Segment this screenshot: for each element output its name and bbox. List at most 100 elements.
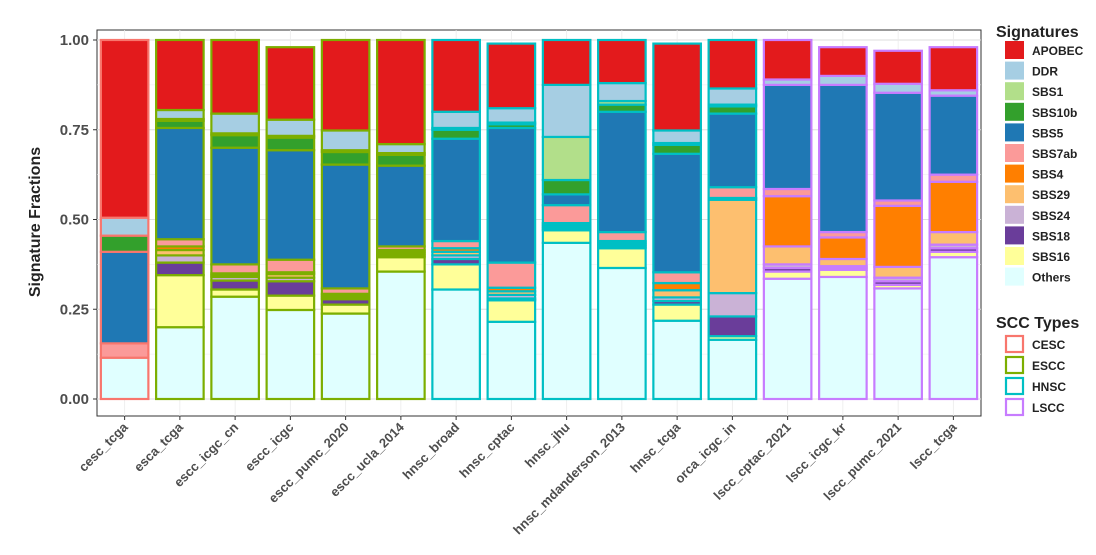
bar-segment-ddr xyxy=(486,107,537,124)
bar-segment-apobec xyxy=(541,38,592,86)
bar-segment-sbs5 xyxy=(707,112,758,189)
bar-segment-sbs29 xyxy=(707,198,758,295)
bar-segment-others xyxy=(320,312,371,401)
legend-swatch xyxy=(1005,41,1024,59)
legend-swatch xyxy=(1005,102,1024,121)
scc-types-legend: SCC Types CESC ESCC HNSC LSCC xyxy=(996,315,1079,417)
bar-lscc_tcga xyxy=(928,46,979,401)
bar-segment-others xyxy=(597,266,647,401)
bar-segment-ddr xyxy=(155,108,205,121)
bar-segment-apobec xyxy=(818,46,868,77)
y-tick-label: 1.00 xyxy=(60,32,89,49)
legend-swatch xyxy=(1005,226,1024,245)
bar-segment-sbs10b xyxy=(541,178,592,196)
bar-segment-sbs10b xyxy=(99,234,150,253)
bar-segment-ddr xyxy=(541,83,592,139)
y-axis-label: Signature Fractions xyxy=(27,147,44,297)
bars xyxy=(99,38,979,401)
legend-swatch xyxy=(1005,82,1024,101)
bar-segment-sbs16 xyxy=(155,274,205,329)
bar-segment-ddr xyxy=(431,110,481,130)
legend-title: Signatures xyxy=(996,24,1079,41)
x-tick-label: lscc_tcga xyxy=(907,419,960,472)
bar-segment-sbs16 xyxy=(431,263,481,291)
bar-segment-sbs5 xyxy=(210,146,260,266)
legend-label: HNSC xyxy=(1032,380,1066,394)
bar-escc_pumc_2020 xyxy=(320,38,371,401)
bar-segment-sbs5 xyxy=(376,164,426,248)
legend-label: Others xyxy=(1032,271,1071,285)
bar-segment-others xyxy=(873,287,923,401)
bar-segment-sbs1 xyxy=(541,135,592,182)
x-tick-label: hnsc_broad xyxy=(400,419,463,482)
bar-segment-sbs7ab xyxy=(541,204,592,225)
bar-segment-sbs5 xyxy=(762,83,813,191)
legend-label: SBS4 xyxy=(1032,168,1064,182)
bar-segment-sbs16 xyxy=(541,229,592,244)
bar-segment-sbs5 xyxy=(652,152,702,274)
bar-segment-others xyxy=(99,356,150,401)
y-axis: 0.00 0.25 0.50 0.75 1.00 xyxy=(60,32,97,408)
bar-segment-ddr xyxy=(873,82,923,94)
bar-segment-apobec xyxy=(99,38,150,219)
bar-hnsc_tcga xyxy=(652,42,702,401)
bar-segment-others xyxy=(541,241,592,401)
bar-escc_icgc xyxy=(265,46,316,401)
bar-segment-sbs29 xyxy=(928,230,979,246)
bar-segment-sbs18 xyxy=(210,279,260,291)
legend-swatch xyxy=(1005,123,1024,142)
y-tick-label: 0.25 xyxy=(60,301,89,318)
bar-segment-apobec xyxy=(762,38,813,81)
bar-segment-apobec xyxy=(431,38,481,113)
bar-segment-others xyxy=(818,275,868,401)
bar-segment-others xyxy=(155,326,205,401)
bar-segment-sbs4 xyxy=(873,204,923,268)
bar-segment-ddr xyxy=(210,112,260,135)
legend-swatch xyxy=(1004,355,1025,375)
bar-segment-others xyxy=(376,270,426,401)
bar-segment-sbs5 xyxy=(99,250,150,345)
bar-segment-others xyxy=(486,320,537,401)
x-tick-label: hnsc_mdanderson_2013 xyxy=(510,420,628,538)
bar-segment-sbs29 xyxy=(873,265,923,279)
bar-segment-sbs5 xyxy=(928,94,979,176)
bar-segment-sbs4 xyxy=(762,195,813,248)
bar-segment-apobec xyxy=(707,38,758,90)
legend-swatch xyxy=(1005,185,1024,204)
bar-segment-sbs18 xyxy=(707,315,758,338)
bar-segment-ddr xyxy=(652,129,702,145)
bar-segment-sbs5 xyxy=(155,126,205,241)
bar-segment-ddr xyxy=(597,81,647,103)
legend-swatch xyxy=(1005,144,1024,162)
bar-segment-others xyxy=(265,308,316,401)
bar-segment-others xyxy=(431,288,481,401)
bar-hnsc_cptac xyxy=(486,42,537,401)
bar-segment-sbs4 xyxy=(818,236,868,261)
bar-segment-apobec xyxy=(597,38,647,85)
legend-label: SBS10b xyxy=(1032,106,1077,120)
bar-segment-ddr xyxy=(818,74,868,86)
bar-segment-apobec xyxy=(486,42,537,110)
bar-segment-sbs7ab xyxy=(210,263,260,275)
bar-segment-others xyxy=(210,295,260,401)
bar-segment-sbs10b xyxy=(210,134,260,149)
bar-lscc_pumc_2021 xyxy=(873,49,923,401)
bar-segment-sbs16 xyxy=(320,303,371,315)
bar-segment-others xyxy=(762,277,813,401)
legend-label: ESCC xyxy=(1032,359,1066,373)
bar-segment-sbs16 xyxy=(486,299,537,323)
bar-segment-sbs10b xyxy=(652,143,702,155)
bar-segment-ddr xyxy=(320,129,371,152)
bar-segment-sbs7ab xyxy=(597,230,647,243)
bar-segment-ddr xyxy=(265,118,316,137)
bar-segment-sbs24 xyxy=(707,291,758,318)
bar-segment-apobec xyxy=(376,38,426,146)
bar-segment-sbs16 xyxy=(597,247,647,270)
bar-esca_tcga xyxy=(155,38,205,401)
legend-swatch xyxy=(1005,164,1024,183)
bar-segment-sbs10b xyxy=(431,128,481,140)
bar-segment-apobec xyxy=(652,42,702,132)
bar-hnsc_broad xyxy=(431,38,481,401)
bar-segment-ddr xyxy=(707,87,758,106)
